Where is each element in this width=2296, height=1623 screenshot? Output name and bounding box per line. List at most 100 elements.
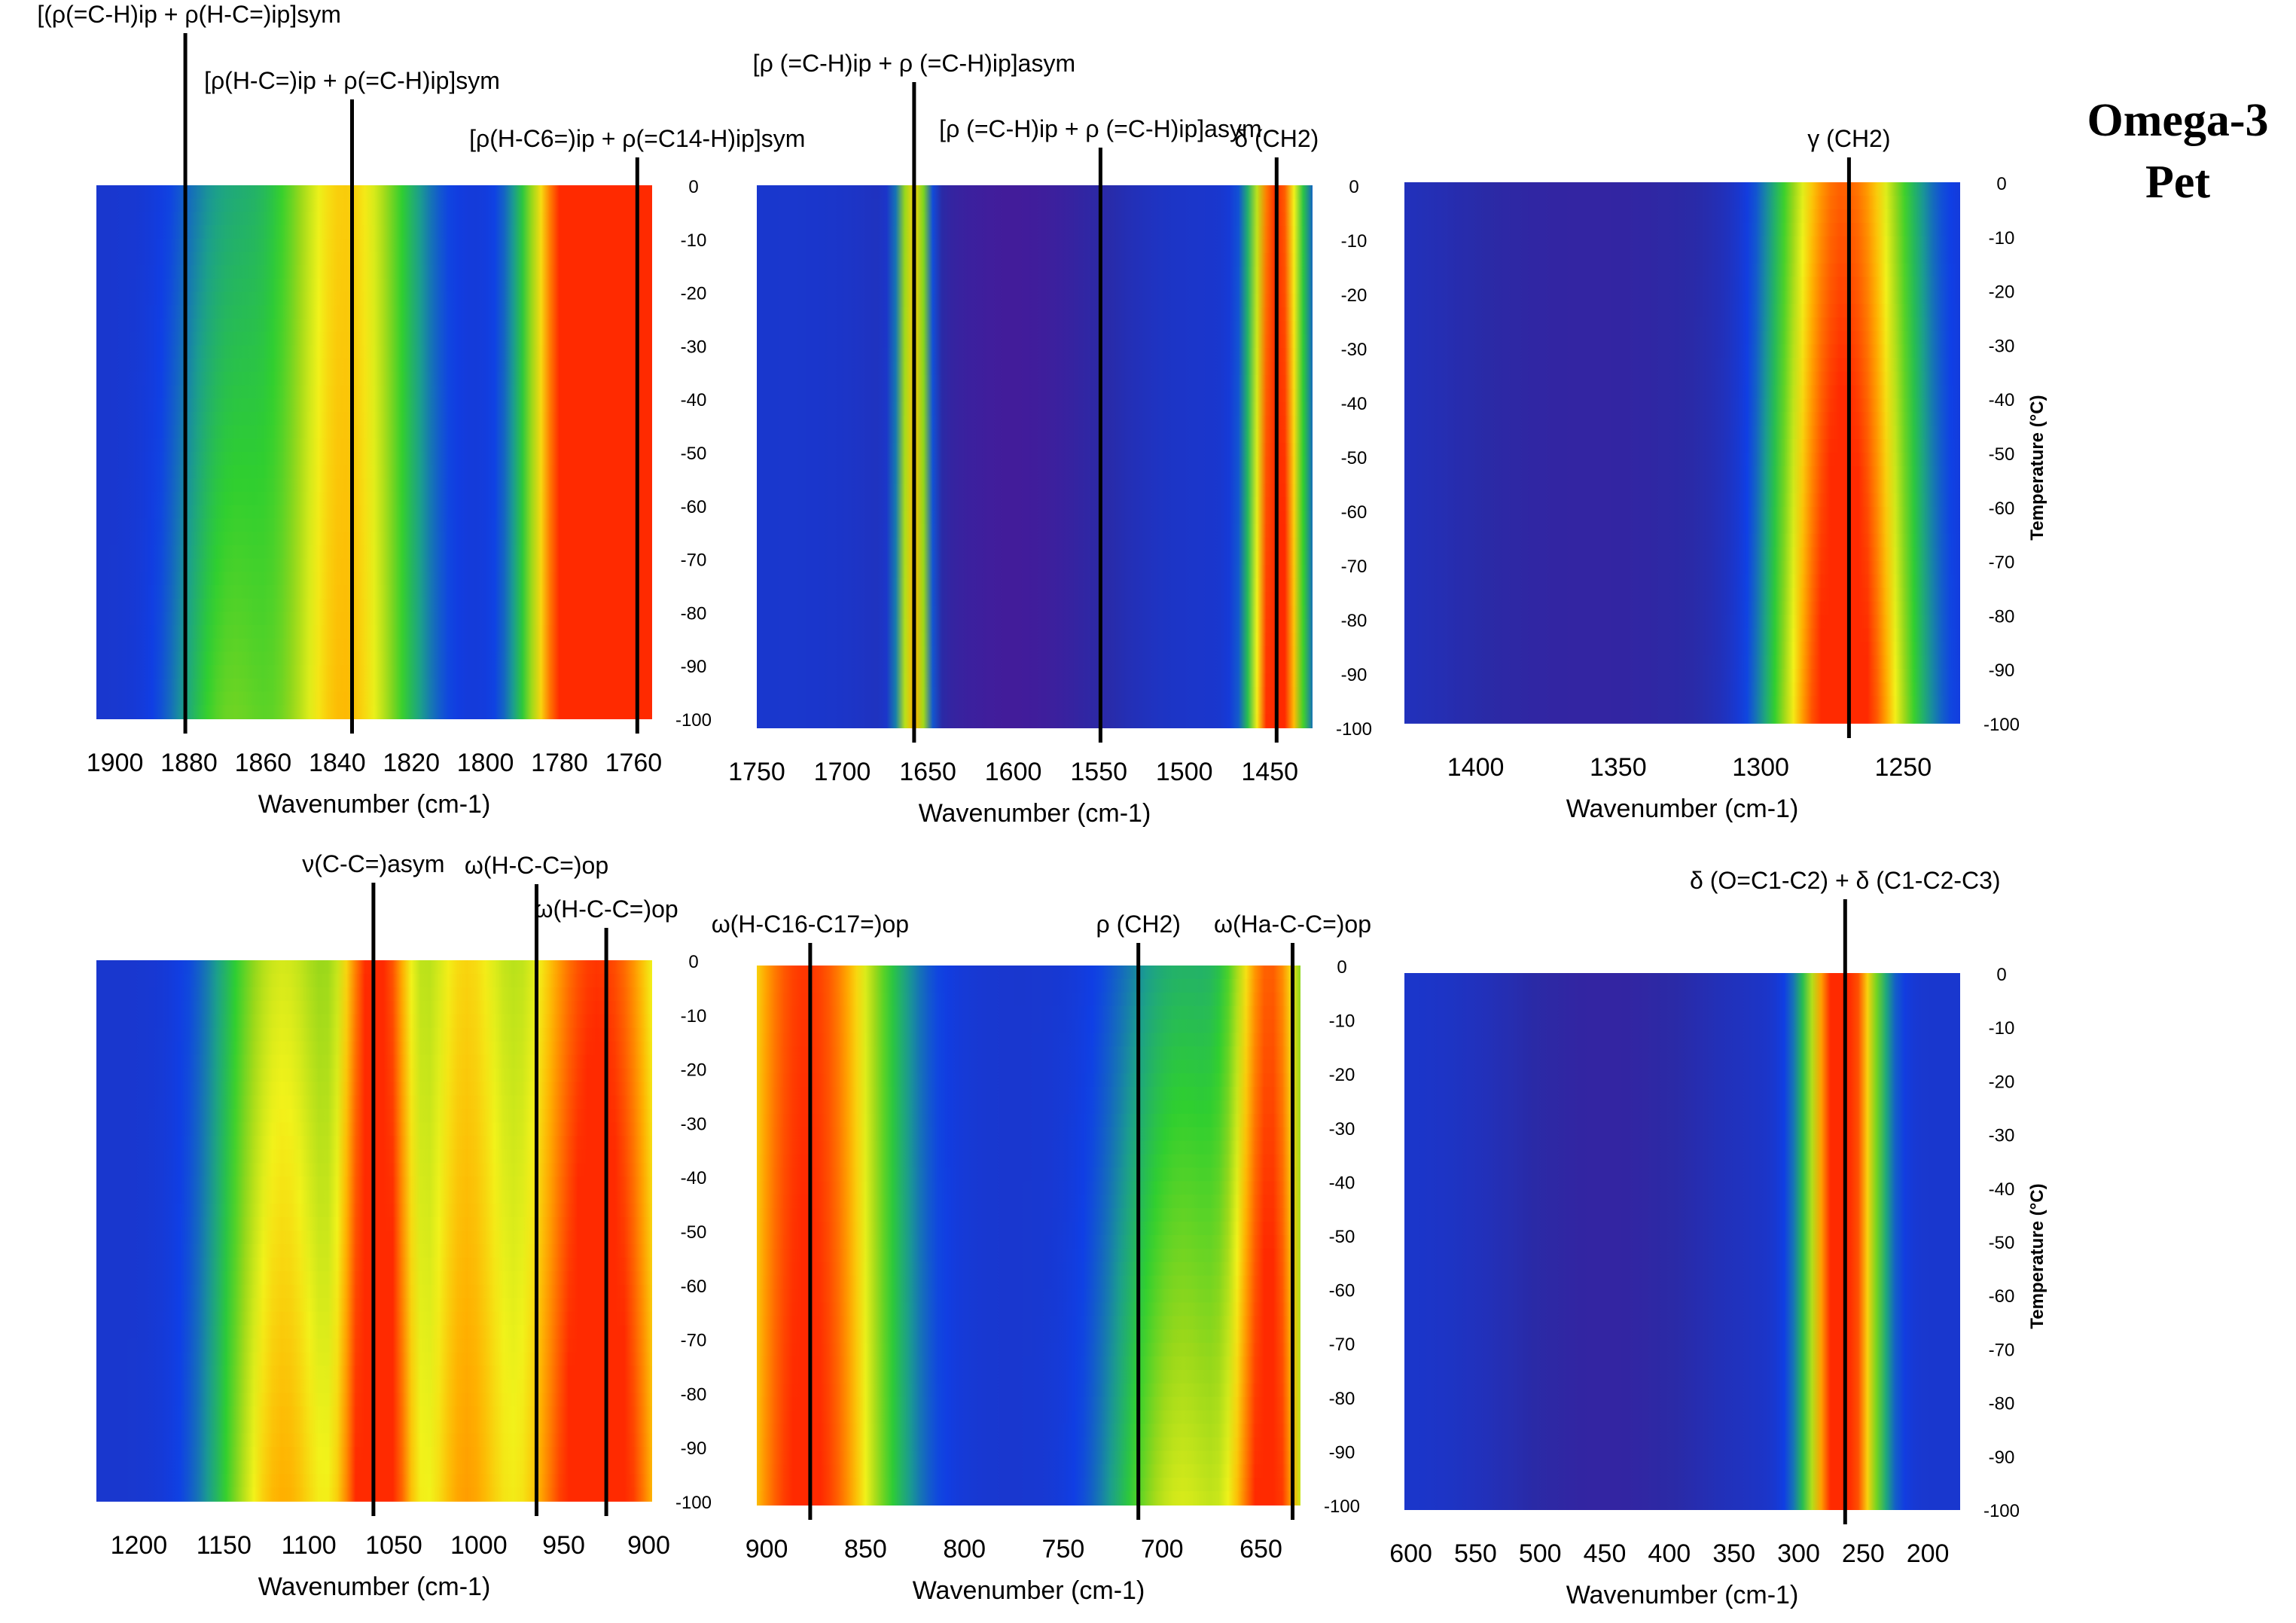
x-tick-label: 1350 [1590,753,1647,782]
x-tick-label: 650 [1239,1535,1282,1564]
peak-label: δ (CH2) [1234,125,1319,152]
heatmap-row [757,714,1313,728]
x-axis-label: Wavenumber (cm-1) [1566,1581,1799,1609]
heatmap-row [757,673,1313,688]
y-tick-label: -70 [681,551,707,571]
heatmap-row [757,606,1313,620]
y-tick-label: -100 [675,1493,712,1513]
heatmap-row [96,305,652,319]
heatmap-row [1404,506,1960,521]
heatmap-row [757,185,1313,200]
heatmap-row [1404,1469,1960,1484]
y-tick-label: -40 [681,1168,707,1188]
heatmap-row [1404,1268,1960,1283]
heatmap-row [1404,1107,1960,1121]
heatmap-row [757,1087,1300,1101]
heatmap-row [1404,1013,1960,1028]
peak-label: ν(C-C=)asym [302,850,444,877]
y-tick-label: -50 [1989,1233,2015,1253]
heatmap-row [757,511,1313,525]
peak-label: ρ (CH2) [1096,911,1180,938]
heatmap-row [757,700,1313,715]
heatmap-row [757,1289,1300,1304]
heatmap-row [757,551,1313,566]
heatmap-row [757,687,1313,701]
peak-label: ω(H-C-C=)op [465,852,608,879]
x-tick-label: 1900 [87,749,144,777]
x-tick-label: 900 [627,1531,670,1560]
heatmap-row [757,1370,1300,1384]
x-tick-label: 300 [1777,1539,1820,1568]
x-tick-label: 1880 [160,749,218,777]
y-tick-label: -100 [1983,715,2020,735]
heatmap-row [757,660,1313,674]
heatmap-row [757,1437,1300,1452]
y-tick-label: -90 [1341,665,1368,685]
heatmap-row [1404,574,1960,589]
heatmap-row [757,565,1313,579]
heatmap-row [1404,1321,1960,1336]
heatmap-row [1404,1120,1960,1135]
heatmap-row [96,265,652,279]
heatmap-row [757,348,1313,362]
heatmap-row [96,651,652,667]
figure-title-line-1: Omega-3 [2087,95,2268,146]
heatmap-row [1404,1496,1960,1510]
heatmap-row [96,665,652,679]
heatmap-row [1404,466,1960,480]
x-tick-label: 1400 [1447,753,1505,782]
heatmap-row [96,252,652,267]
y-tick-label: -70 [1341,557,1368,577]
y-tick-label: -10 [1989,228,2015,249]
heatmap-row [1404,1482,1960,1497]
heatmap-row [757,538,1313,552]
heatmap-row [1404,520,1960,535]
heatmap-row [1404,371,1960,386]
heatmap-row [757,1464,1300,1479]
heatmap-row [757,524,1313,538]
heatmap-row [757,375,1313,389]
x-tick-label: 1840 [309,749,366,777]
heatmap-row [1404,601,1960,616]
peak-label: ω(H-C-C=)op [534,895,678,923]
heatmap-row [757,267,1313,281]
peak-label: [(ρ(=C-H)ip + ρ(H-C=)ip]sym [37,1,341,28]
y-tick-label: -20 [1341,285,1368,306]
y-tick-label: 0 [688,952,698,972]
y-tick-label: 0 [1337,957,1346,978]
x-tick-label: 1200 [111,1531,168,1560]
heatmap-row [1404,1133,1960,1149]
heatmap-row [96,358,652,373]
heatmap-row [757,1491,1300,1506]
heatmap-row [757,389,1313,403]
heatmap-row [96,452,652,466]
heatmap-row [1404,331,1960,346]
y-tick-label: -10 [1341,231,1368,252]
heatmap-panel-top-right: 1400 1350 1300 1250 Wavenumber (cm-1) 0 -10 -20… [1404,125,2047,823]
heatmap-row [757,1316,1300,1331]
y-tick-label: -70 [681,1331,707,1351]
x-tick-label: 750 [1042,1535,1085,1564]
heatmap-row [1404,398,1960,413]
x-tick-label: 800 [943,1535,986,1564]
heatmap-row [1404,1415,1960,1430]
y-tick-label: -40 [1341,394,1368,414]
heatmap-row [757,1261,1300,1277]
y-tick-label: -40 [1989,390,2015,410]
y-tick-label: -50 [1329,1227,1355,1247]
x-tick-label: 950 [542,1531,585,1560]
x-tick-label: 200 [1907,1539,1950,1568]
heatmap-row [757,966,1300,980]
heatmap-row [757,1208,1300,1223]
heatmap-row [96,212,652,227]
heatmap-row [1404,195,1960,210]
x-tick-label: 1860 [235,749,292,777]
heatmap-row [1404,1429,1960,1443]
heatmap-row [96,638,652,653]
x-axis-label: Wavenumber (cm-1) [913,1576,1145,1605]
heatmap-row [1404,412,1960,426]
peak-label: [ρ (=C-H)ip + ρ (=C-H)ip]asym [753,50,1075,77]
heatmap-row [757,321,1313,335]
heatmap-row [1404,628,1960,643]
heatmap-row [757,1248,1300,1263]
